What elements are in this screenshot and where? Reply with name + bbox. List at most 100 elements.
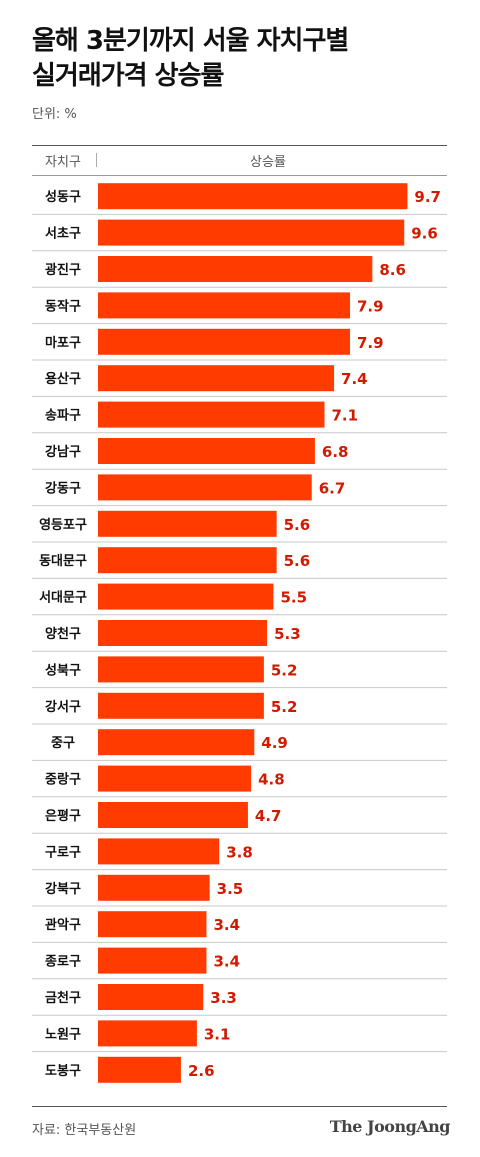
bar — [98, 256, 373, 282]
value-label: 5.2 — [271, 698, 298, 716]
bar — [98, 911, 207, 938]
category-label: 성북구 — [45, 663, 81, 678]
value-label: 6.8 — [322, 443, 349, 461]
value-label: 2.6 — [188, 1062, 215, 1080]
value-label: 3.5 — [217, 880, 244, 898]
category-label: 금천구 — [45, 991, 81, 1006]
bar — [98, 729, 255, 756]
category-label: 강서구 — [45, 699, 81, 715]
value-label: 6.7 — [319, 479, 346, 497]
bar — [98, 292, 351, 319]
category-label: 관악구 — [45, 917, 81, 933]
header-separator — [96, 153, 97, 167]
bar — [98, 802, 248, 828]
bar — [98, 838, 220, 865]
bar — [98, 583, 274, 610]
bar-row: 구로구 3.8 — [45, 838, 253, 865]
bar-row: 노원구 3.1 — [45, 1020, 231, 1047]
category-label: 서초구 — [45, 227, 81, 242]
value-label: 7.9 — [357, 297, 384, 315]
bar — [98, 401, 325, 428]
bar-row: 은평구 4.7 — [45, 802, 282, 828]
source-note: 자료: 한국부동산원 — [32, 1123, 137, 1138]
bar-row: 중랑구 4.8 — [45, 765, 285, 792]
bar — [98, 620, 268, 646]
value-label: 9.7 — [414, 188, 441, 206]
value-label: 3.8 — [226, 843, 253, 861]
value-label: 3.4 — [213, 953, 240, 971]
unit-label: 단위: % — [32, 107, 77, 122]
bar-chart: 성동구 9.7 서초구 9.6 광진구 8.6 동작구 7.9 마포구 7.9 용산구 7.4 송파구 7… — [32, 183, 447, 1083]
bar-row: 송파구 7.1 — [45, 401, 358, 428]
bar-row: 동대문구 5.6 — [39, 547, 310, 574]
bar-row: 강북구 3.5 — [45, 874, 244, 901]
bar-row: 광진구 8.6 — [45, 256, 406, 282]
header-rule — [32, 175, 447, 176]
bar — [98, 547, 277, 574]
value-label: 5.2 — [271, 661, 298, 679]
value-label: 5.5 — [280, 589, 307, 607]
category-label: 종로구 — [45, 955, 81, 970]
value-label: 3.4 — [213, 916, 240, 934]
bar — [98, 692, 264, 719]
category-label: 성동구 — [45, 190, 81, 205]
bar — [98, 510, 277, 537]
value-label: 4.8 — [258, 771, 285, 789]
title-line-2: 실거래가격 상승률 — [32, 61, 224, 91]
value-label: 4.9 — [261, 734, 288, 752]
value-label: 7.4 — [341, 370, 368, 388]
bar — [98, 438, 315, 464]
category-label: 광진구 — [45, 262, 81, 278]
bar — [98, 874, 210, 901]
table-top-rule — [32, 145, 447, 146]
bar — [98, 183, 408, 210]
bar-row: 도봉구 2.6 — [45, 1056, 215, 1083]
publisher-logo: The JoongAng — [329, 1117, 451, 1136]
value-label: 9.6 — [411, 225, 438, 243]
bar-row: 성동구 9.7 — [45, 183, 441, 210]
category-label: 양천구 — [45, 627, 81, 642]
value-label: 3.1 — [204, 1025, 231, 1043]
category-label: 강동구 — [45, 480, 81, 496]
category-label: 은평구 — [45, 808, 81, 824]
table-bottom-rule — [32, 1106, 447, 1107]
category-label: 동대문구 — [39, 554, 87, 569]
bar-row: 마포구 7.9 — [45, 328, 384, 355]
value-label: 5.6 — [284, 516, 311, 534]
value-label: 7.1 — [331, 407, 358, 425]
category-label: 송파구 — [45, 409, 81, 424]
bar — [98, 656, 264, 683]
bar-row: 양천구 5.3 — [45, 620, 301, 646]
category-label: 구로구 — [45, 845, 81, 860]
value-label: 5.3 — [274, 625, 301, 643]
category-label: 마포구 — [45, 335, 81, 351]
bar-row: 관악구 3.4 — [45, 911, 240, 938]
bar — [98, 365, 335, 392]
bar-row: 영등포구 5.6 — [39, 510, 311, 537]
bar — [98, 984, 204, 1010]
category-label: 용산구 — [45, 371, 81, 387]
bar-row: 중구 4.9 — [51, 729, 288, 756]
value-label: 8.6 — [379, 261, 406, 279]
bar — [98, 219, 405, 246]
bar-row: 서대문구 5.5 — [39, 583, 307, 610]
bar-row: 강서구 5.2 — [45, 692, 298, 719]
chart-title: 올해 3분기까지 서울 자치구별 실거래가격 상승률 — [32, 24, 452, 94]
category-label: 동작구 — [45, 298, 81, 314]
bar-row: 강동구 6.7 — [45, 474, 346, 501]
bar — [98, 474, 312, 501]
category-label: 노원구 — [45, 1027, 81, 1042]
value-label: 3.3 — [210, 989, 237, 1007]
bar-row: 금천구 3.3 — [45, 984, 237, 1010]
bar — [98, 328, 351, 355]
bar-row: 용산구 7.4 — [45, 365, 368, 392]
header-rate: 상승률 — [250, 155, 286, 170]
bar-row: 서초구 9.6 — [45, 219, 438, 246]
header-district: 자치구 — [45, 155, 81, 170]
bar — [98, 765, 252, 792]
value-label: 4.7 — [255, 807, 282, 825]
title-line-1: 올해 3분기까지 서울 자치구별 — [32, 26, 349, 56]
bar — [98, 1020, 197, 1047]
bar-row: 종로구 3.4 — [45, 947, 240, 974]
bar-row: 강남구 6.8 — [45, 438, 348, 464]
